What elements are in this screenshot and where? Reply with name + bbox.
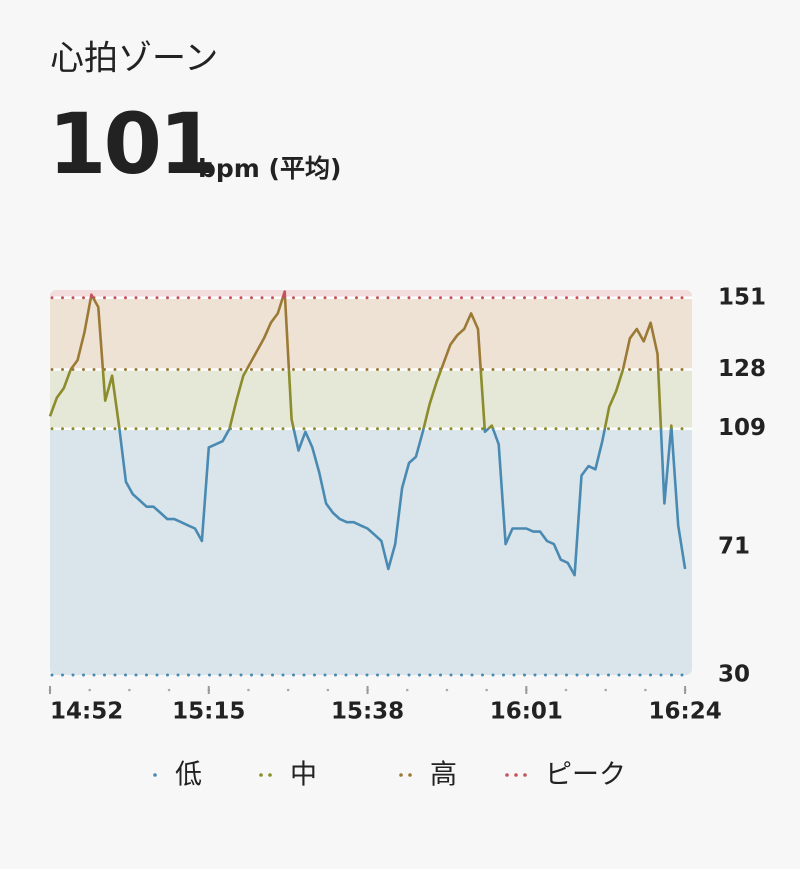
x-minor-tick [326, 688, 330, 692]
x-minor-tick [286, 688, 290, 692]
x-minor-tick [247, 688, 250, 692]
legend-swatch [408, 773, 412, 777]
summary-unit: bpm (平均) [198, 154, 341, 183]
zone-band [50, 369, 692, 429]
y-tick-label: 151 [718, 284, 766, 310]
legend-label: ピーク [545, 760, 626, 791]
x-minor-tick [644, 688, 647, 692]
legend-label: 低 [175, 760, 202, 791]
zone-band [50, 290, 692, 298]
x-tick-label: 14:52 [50, 699, 123, 725]
legend-label: 高 [430, 760, 457, 791]
x-tick-label: 15:15 [172, 699, 245, 725]
x-minor-tick [167, 688, 171, 692]
x-minor-tick [604, 688, 608, 692]
legend-swatch [523, 773, 527, 777]
legend-swatch [268, 773, 272, 777]
zone-band [50, 297, 692, 370]
x-minor-tick [88, 688, 91, 692]
legend-swatch [505, 773, 509, 777]
x-minor-tick [485, 688, 488, 692]
x-minor-tick [128, 688, 131, 692]
y-tick-label: 30 [718, 662, 750, 688]
legend-label: 中 [290, 760, 317, 791]
legend-swatch [153, 773, 157, 777]
x-tick-label: 16:24 [648, 699, 721, 725]
y-tick-label: 109 [718, 415, 766, 441]
legend-swatch [399, 773, 403, 777]
y-tick-label: 71 [718, 534, 750, 560]
x-minor-tick [564, 688, 568, 692]
title: 心拍ゾーン [50, 39, 218, 79]
heart-rate-line [48, 290, 687, 577]
legend-swatch [514, 773, 518, 777]
summary-value: 101 [48, 95, 214, 193]
zone-bands [50, 290, 692, 675]
x-minor-tick [445, 688, 449, 692]
legend-swatch [259, 773, 263, 777]
x-minor-tick [405, 688, 409, 692]
x-tick-label: 15:38 [331, 699, 404, 725]
y-tick-label: 128 [718, 356, 766, 382]
x-tick-label: 16:01 [490, 699, 563, 725]
